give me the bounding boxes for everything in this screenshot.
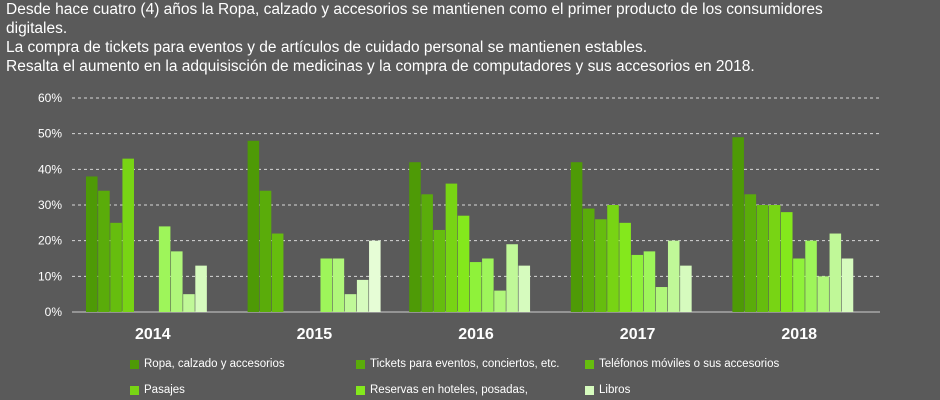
x-tick-label: 2016 — [458, 326, 494, 343]
legend-swatch-ropa — [130, 359, 139, 369]
bar — [780, 212, 793, 312]
chart-caption: Desde hace cuatro (4) años la Ropa, calz… — [6, 0, 934, 76]
bar — [595, 219, 607, 312]
legend-label-libros: Libros — [599, 384, 631, 396]
y-tick-label: 60% — [38, 91, 62, 105]
legend-item-telefonos: Teléfonos móviles o sus accesorios — [585, 358, 779, 370]
bar — [817, 276, 829, 312]
legend-label-reservas: Reservas en hoteles, posadas, — [370, 384, 528, 396]
bar — [768, 205, 781, 312]
legend-label-telefonos: Teléfonos móviles o sus accesorios — [599, 358, 780, 370]
bar — [271, 233, 284, 312]
y-tick-label: 10% — [38, 269, 62, 283]
legend-label-tickets: Tickets para eventos, conciertos, etc. — [370, 358, 560, 370]
bar — [506, 244, 518, 312]
bar — [195, 265, 207, 312]
bar — [619, 222, 631, 312]
bar — [421, 194, 433, 312]
bar — [259, 190, 272, 312]
legend-item-pasajes: Pasajes — [130, 384, 185, 396]
bar — [732, 137, 744, 312]
bar — [122, 158, 134, 312]
caption-line-3: La compra de tickets para eventos y de a… — [6, 39, 648, 56]
bar — [582, 208, 595, 312]
bar — [369, 240, 381, 312]
bar — [744, 194, 757, 312]
bar — [86, 176, 98, 312]
bar — [805, 240, 817, 312]
bar — [320, 258, 333, 312]
bar — [445, 183, 458, 312]
bar — [344, 294, 357, 312]
bar — [433, 229, 446, 312]
y-tick-label: 0% — [45, 305, 63, 319]
bar — [98, 190, 110, 312]
bar — [356, 279, 369, 312]
bar — [841, 258, 854, 312]
bar — [829, 233, 842, 312]
bar — [482, 258, 494, 312]
chart-legend: Ropa, calzado y accesorios Tickets para … — [0, 354, 940, 400]
bar — [631, 254, 644, 312]
bar — [332, 258, 345, 312]
bar — [680, 265, 692, 312]
caption-line-1: Desde hace cuatro (4) años la Ropa, calz… — [6, 1, 823, 18]
bar — [110, 222, 122, 312]
bar — [247, 140, 260, 312]
bar — [409, 162, 421, 312]
x-tick-label: 2018 — [781, 326, 817, 343]
legend-swatch-reservas — [356, 385, 365, 395]
x-tick-label: 2015 — [297, 326, 333, 343]
x-tick-label: 2014 — [135, 326, 171, 343]
bar — [158, 226, 171, 312]
bar — [667, 240, 680, 312]
bar — [469, 262, 482, 312]
legend-label-pasajes: Pasajes — [144, 384, 185, 396]
y-tick-label: 30% — [38, 198, 62, 212]
legend-label-ropa: Ropa, calzado y accesorios — [144, 358, 285, 370]
legend-item-ropa: Ropa, calzado y accesorios — [130, 358, 285, 370]
caption-line-2: digitales. — [6, 20, 68, 37]
bar — [643, 251, 656, 312]
legend-swatch-libros — [585, 385, 594, 395]
x-tick-label: 2017 — [620, 326, 656, 343]
legend-item-tickets: Tickets para eventos, conciertos, etc. — [356, 358, 559, 370]
bar — [756, 205, 769, 312]
bar — [655, 287, 668, 312]
y-tick-label: 50% — [38, 127, 62, 141]
bar — [171, 251, 183, 312]
bar — [607, 205, 619, 312]
legend-swatch-tickets — [356, 359, 365, 369]
bar — [457, 215, 470, 312]
y-tick-label: 40% — [38, 162, 62, 176]
legend-item-libros: Libros — [585, 384, 630, 396]
legend-swatch-pasajes — [130, 385, 139, 395]
y-tick-label: 20% — [38, 234, 62, 248]
bar-chart: 0% 10% 20% 30% 40% 50% 60% 2014 2015 2016 2017 2018 — [38, 91, 880, 343]
bar — [570, 162, 583, 312]
bar — [183, 294, 195, 312]
bar — [793, 258, 805, 312]
bar — [518, 265, 531, 312]
caption-line-4: Resalta el aumento en la adquisisción de… — [6, 58, 755, 75]
legend-item-reservas: Reservas en hoteles, posadas, — [356, 384, 528, 396]
legend-swatch-telefonos — [585, 359, 594, 369]
bar — [494, 290, 506, 312]
